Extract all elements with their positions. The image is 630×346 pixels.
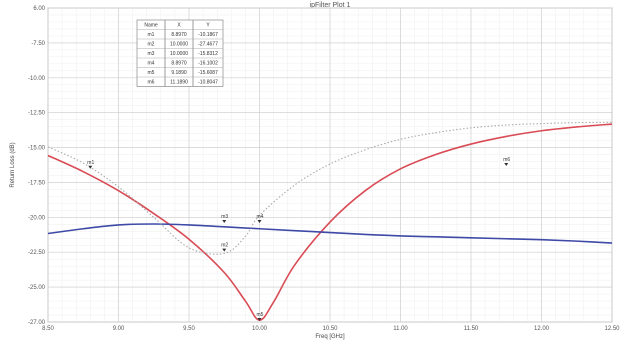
x-axis-ticks: 8.50 9.00 9.50 10.00 10.50 11.00 11.50 12.00 12.…: [42, 326, 620, 332]
chart-title: ipFilter Plot 1: [310, 2, 351, 9]
y-tick-label: -15.00: [28, 146, 46, 152]
x-tick-label: 11.50: [464, 326, 479, 332]
marker-table-header: Name: [144, 23, 158, 29]
y-tick-label: -20.00: [28, 215, 46, 221]
y-tick-label: -27.00: [28, 320, 46, 326]
marker-table-cell: -15.8312: [198, 51, 218, 57]
marker-table-cell: -10.8047: [198, 80, 218, 86]
series-group: [47, 121, 613, 321]
marker-label-m5: m5: [257, 312, 264, 318]
marker-m2: [222, 248, 227, 252]
marker-table-cell: m2: [148, 42, 155, 48]
y-tick-label: -17.50: [28, 180, 46, 186]
marker-m3: [222, 220, 227, 224]
marker-label-m1: m1: [87, 160, 94, 166]
marker-m6: [504, 162, 509, 166]
marker-table-cell: m1: [148, 32, 155, 38]
marker-table-cell: 8.8970: [171, 61, 187, 67]
x-tick-label: 12.00: [534, 326, 550, 332]
x-tick-label: 11.00: [393, 326, 408, 332]
marker-table-cell: m4: [148, 61, 155, 67]
marker-table-cell: m5: [148, 70, 155, 76]
x-tick-label: 10.50: [322, 326, 338, 332]
marker-label-m6: m6: [503, 157, 510, 163]
marker-label-m2: m2: [221, 243, 228, 249]
y-tick-label: -12.50: [28, 111, 46, 117]
x-tick-label: 9.00: [113, 326, 125, 332]
marker-table-cell: 10.0000: [170, 51, 188, 57]
y-axis-ticks: 6.00 -7.50 -10.00 -12.50 -15.00 -17.50 -20.00 -…: [28, 6, 46, 326]
marker-m5: [257, 318, 262, 322]
marker-m4: [257, 220, 262, 224]
marker-table-cell: m6: [148, 80, 155, 86]
marker-label-m3: m3: [221, 214, 228, 220]
y-tick-label: 6.00: [33, 6, 45, 12]
marker-table-header: Y: [206, 23, 210, 29]
x-tick-label: 10.00: [252, 326, 268, 332]
marker-table-header: X: [177, 23, 181, 29]
marker-table-cell: 9.1890: [171, 70, 187, 76]
grid: [47, 7, 613, 323]
y-tick-label: -7.50: [31, 41, 45, 47]
marker-table-cell: 8.8970: [171, 32, 187, 38]
series-line-2: [47, 223, 613, 244]
y-tick-label: -10.00: [28, 76, 46, 82]
series-line-3: [47, 121, 613, 255]
x-tick-label: 9.50: [183, 326, 195, 332]
marker-table-cell: 10.0000: [170, 42, 188, 48]
marker-table-cell: m3: [148, 51, 155, 57]
marker-table-cell: -10.1867: [198, 32, 218, 38]
x-tick-label: 8.50: [42, 326, 54, 332]
marker-label-m4: m4: [257, 214, 264, 220]
marker-table-cell: -15.6087: [198, 70, 218, 76]
y-tick-label: -22.50: [28, 250, 46, 256]
marker-table-frame: [136, 19, 224, 87]
marker-m1: [88, 165, 93, 169]
marker-table: Name X Ym1 8.8970 -10.1867 m2 10.0000 -27.4677 m…: [136, 19, 224, 87]
y-axis-label: Return Loss (dB): [10, 142, 16, 187]
y-tick-label: -25.00: [28, 285, 46, 291]
x-axis-label: Freq [GHz]: [315, 334, 345, 340]
marker-table-cell: -16.1002: [198, 61, 218, 67]
marker-table-cell: -27.4677: [198, 42, 218, 48]
marker-group: m1 m2 m3 m4 m5 m6: [87, 157, 510, 322]
series-line-1: [47, 123, 613, 321]
marker-table-cell: 11.1890: [170, 80, 188, 86]
x-tick-label: 12.50: [604, 326, 620, 332]
